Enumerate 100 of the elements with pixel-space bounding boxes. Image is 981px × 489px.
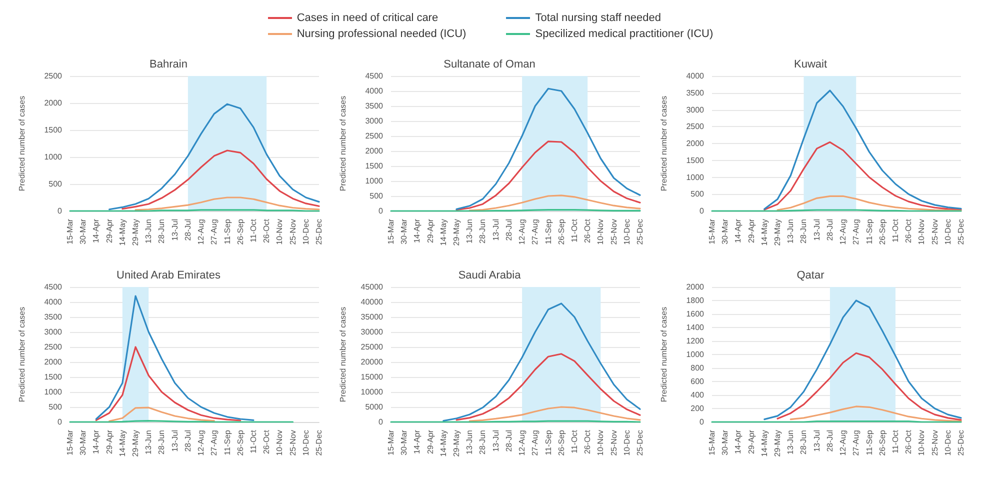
x-tick-label: 13-Jul <box>491 218 500 241</box>
line-series <box>764 141 962 210</box>
x-tick-label: 13-Jun <box>144 430 154 454</box>
y-tick-label: 500 <box>48 402 63 412</box>
x-tick-label: 27-Aug <box>530 430 540 456</box>
x-tick-label: 11-Sep <box>864 218 874 244</box>
y-tick-label: 4500 <box>44 282 63 292</box>
y-tick-label: 1000 <box>44 152 63 162</box>
x-tick-label: 26-Oct <box>583 429 592 454</box>
x-tick-label: 10-Nov <box>917 430 926 456</box>
x-tick-label: 11-Oct <box>248 218 258 242</box>
x-tick-label: 30-Mar <box>78 430 88 456</box>
line-series <box>468 194 641 212</box>
x-tick-label: 10-Dec <box>943 219 952 245</box>
y-tick-label: 3000 <box>365 116 384 126</box>
line-series <box>122 150 320 210</box>
x-tick-label: 14-May <box>118 219 127 246</box>
x-tick-label: 29-May <box>131 219 140 246</box>
x-tick-label: 28-Jun <box>478 430 488 454</box>
chart-title: Bahrain <box>150 58 188 70</box>
x-tick-label: 28-Jun <box>478 219 488 244</box>
x-tick-label: 10-Nov <box>275 430 284 456</box>
x-tick-label: 14-May <box>760 219 769 246</box>
x-tick-label: 13-Jun <box>144 219 154 244</box>
y-tick-label: 0 <box>58 206 63 216</box>
x-tick-label: 10-Dec <box>301 219 310 245</box>
y-tick-label: 500 <box>370 192 384 200</box>
y-tick-label: 0 <box>700 418 705 426</box>
y-tick-label: 1800 <box>686 296 705 305</box>
line-series <box>776 352 962 421</box>
line-series <box>764 300 962 420</box>
x-tick-label: 11-Oct <box>248 429 258 454</box>
y-tick-label: 45000 <box>360 282 384 292</box>
x-tick-label: 27-Aug <box>530 219 540 245</box>
y-tick-label: 200 <box>690 404 705 413</box>
legend-label: Specilized medical practitioner (ICU) <box>535 28 714 40</box>
y-tick-label: 3500 <box>44 312 63 322</box>
x-tick-label: 30-Mar <box>78 218 88 244</box>
x-tick-label: 25-Nov <box>288 430 298 456</box>
line-series <box>790 406 962 422</box>
x-tick-label: 29-Apr <box>746 430 756 454</box>
x-tick-label: 29-May <box>452 430 462 457</box>
x-tick-label: 28-Jul <box>183 430 192 452</box>
y-tick-label: 500 <box>48 180 63 188</box>
y-axis-title: Predicted number of cases <box>338 96 348 192</box>
y-tick-label: 1000 <box>44 388 63 396</box>
x-tick-label: 13-Jul <box>491 430 500 452</box>
x-tick-label: 11-Sep <box>544 429 553 456</box>
y-tick-label: 20000 <box>360 358 384 366</box>
x-tick-label: 12-Aug <box>838 219 848 245</box>
y-tick-label: 800 <box>690 364 705 372</box>
y-tick-label: 3500 <box>365 102 384 110</box>
y-tick-label: 2500 <box>686 122 705 132</box>
x-tick-label: 11-Oct <box>890 429 900 454</box>
x-tick-label: 11-Sep <box>864 429 874 456</box>
x-tick-label: 29-May <box>773 219 782 246</box>
y-tick-label: 1000 <box>365 176 384 186</box>
line-series <box>442 302 641 422</box>
x-tick-label: 12-Aug <box>838 430 848 456</box>
y-tick-label: 2000 <box>44 98 63 108</box>
x-tick-label: 28-Jul <box>825 218 834 241</box>
chart-title: Sultanate of Oman <box>444 58 536 70</box>
x-tick-label: 14-Apr <box>412 430 422 454</box>
y-tick-label: 2500 <box>365 132 384 140</box>
x-tick-label: 25-Dec <box>956 430 966 456</box>
y-tick-label: 1500 <box>365 162 384 170</box>
x-tick-label: 10-Nov <box>596 219 606 245</box>
line-series <box>108 406 215 422</box>
y-tick-label: 3000 <box>686 105 705 114</box>
x-tick-label: 25-Dec <box>956 219 966 245</box>
line-series <box>456 88 641 210</box>
y-tick-label: 2000 <box>365 146 384 156</box>
line-series <box>95 346 242 422</box>
x-tick-label: 25-Nov <box>288 219 298 245</box>
y-tick-label: 2500 <box>44 72 63 80</box>
x-tick-label: 11-Sep <box>222 429 232 456</box>
x-tick-label: 15-Mar <box>66 218 74 244</box>
y-tick-label: 400 <box>690 390 705 400</box>
x-tick-label: 27-Aug <box>210 219 219 245</box>
y-tick-label: 1000 <box>686 350 705 359</box>
x-tick-label: 26-Sep <box>878 218 887 245</box>
x-tick-label: 26-Sep <box>556 218 566 245</box>
chart-title: Saudi Arabia <box>458 270 522 282</box>
x-tick-label: 27-Aug <box>852 219 861 245</box>
y-tick-label: 1500 <box>686 156 705 165</box>
x-tick-label: 12-Aug <box>196 430 206 456</box>
x-tick-label: 15-Mar <box>386 218 396 244</box>
x-tick-label: 14-May <box>438 219 448 246</box>
y-tick-label: 40000 <box>360 298 384 306</box>
x-tick-label: 28-Jul <box>183 218 192 241</box>
y-tick-label: 1400 <box>686 323 705 332</box>
line-series <box>776 195 962 212</box>
x-tick-label: 13-Jul <box>170 430 180 452</box>
x-tick-label: 26-Oct <box>262 429 272 454</box>
y-tick-label: 2500 <box>44 342 63 352</box>
x-tick-label: 14-Apr <box>92 430 101 454</box>
x-tick-label: 25-Dec <box>636 219 644 245</box>
x-tick-label: 28-Jun <box>799 219 808 244</box>
x-tick-label: 13-Jun <box>465 219 474 244</box>
x-tick-label: 30-Mar <box>400 430 409 456</box>
